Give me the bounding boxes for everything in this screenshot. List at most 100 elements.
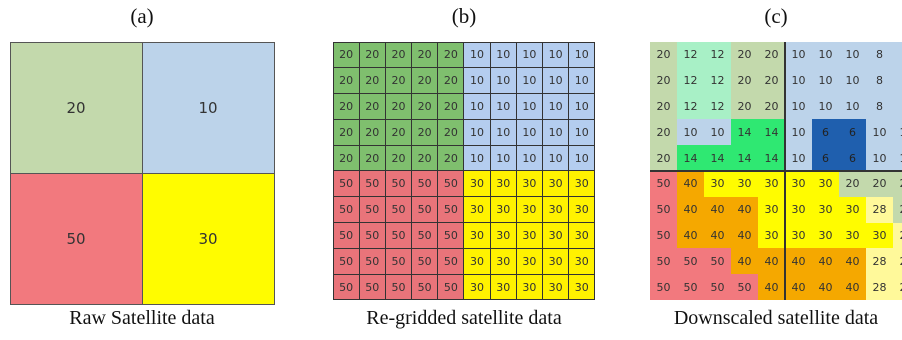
grid-cell: 14 xyxy=(677,145,704,171)
grid-cell: 30 xyxy=(785,196,812,223)
grid-cell: 10 xyxy=(542,118,570,146)
grid-cell: 20 xyxy=(866,170,893,197)
grid-cell: 50 xyxy=(384,170,413,198)
grid-cell: 20 xyxy=(437,41,465,69)
grid-cell: 40 xyxy=(731,222,758,249)
grid-cell: 50 xyxy=(437,222,465,249)
grid-cell: 6 xyxy=(812,145,839,171)
grid-cell: 20 xyxy=(731,93,758,120)
grid-cell: 20 xyxy=(332,118,360,146)
grid-cell: 20 xyxy=(758,93,785,120)
grid-cell: 50 xyxy=(650,274,677,300)
grid-cell: 40 xyxy=(785,248,812,275)
grid-cell: 40 xyxy=(677,196,704,223)
grid-cell: 40 xyxy=(731,248,758,275)
grid-cell: 30 xyxy=(542,170,570,198)
grid-cell: 20 xyxy=(384,67,413,95)
panel-title: (b) xyxy=(451,4,477,28)
panel-caption: Downscaled satellite data xyxy=(673,307,879,329)
grid-cell: 50 xyxy=(358,170,386,198)
grid-cell: 10 xyxy=(785,145,812,171)
grid-cell: 10 xyxy=(515,93,543,120)
grid-cell: 20 xyxy=(411,144,439,172)
grid-cell: 20 xyxy=(384,118,413,146)
grid-cell: 30 xyxy=(785,170,812,197)
grid-cell: 10 xyxy=(489,144,517,172)
grid-cell: 10 xyxy=(542,67,570,95)
grid-cell: 10 xyxy=(677,119,704,146)
grid-cell: 40 xyxy=(677,222,704,249)
grid-cell: 20 xyxy=(358,41,386,69)
panel-caption: Re-gridded satellite data xyxy=(366,307,562,329)
grid-cell: 50 xyxy=(677,274,704,300)
grid-cell: 50 xyxy=(384,247,413,275)
grid-cell: 14 xyxy=(731,145,758,171)
grid-cell: 50 xyxy=(411,196,439,224)
grid-cell: 30 xyxy=(704,170,731,197)
grid-cell: 30 xyxy=(568,222,596,249)
grid-cell: 10 xyxy=(463,41,491,69)
grid-cell: 30 xyxy=(489,222,517,249)
grid-cell: 50 xyxy=(332,196,360,224)
grid-cell: 40 xyxy=(704,222,731,249)
grid-cell: 12 xyxy=(704,67,731,94)
grid-cell: 30 xyxy=(568,273,596,301)
grid-cell: 50 xyxy=(411,222,439,249)
grid-cell: 10 xyxy=(866,119,893,146)
grid-cell: 50 xyxy=(437,196,465,224)
grid-cell: 14 xyxy=(758,145,785,171)
grid-cell: 30 xyxy=(812,196,839,223)
grid-cell: 10 xyxy=(812,93,839,120)
grid-cell: 10 xyxy=(542,144,570,172)
grid-cell: 10 xyxy=(568,41,596,69)
grid-cell: 30 xyxy=(515,273,543,301)
grid-cell: 50 xyxy=(384,196,413,224)
grid-cell: 10 xyxy=(515,41,543,69)
grid-cell: 40 xyxy=(758,274,785,300)
grid-cell: 30 xyxy=(463,247,491,275)
grid-cell: 20 xyxy=(358,118,386,146)
grid-cell: 28 xyxy=(866,196,893,223)
grid-cell: 50 xyxy=(650,248,677,275)
grid-cell: 50 xyxy=(437,247,465,275)
grid-cell: 50 xyxy=(437,273,465,301)
grid-cell: 28 xyxy=(866,248,893,275)
grid-cell: 20 xyxy=(731,67,758,94)
grid-cell: 8 xyxy=(866,42,893,68)
grid-cell: 6 xyxy=(839,145,866,171)
grid-cell: 10 xyxy=(568,67,596,95)
grid-cell: 10 xyxy=(542,41,570,69)
grid-cell: 30 xyxy=(758,196,785,223)
grid-cell: 10 xyxy=(839,93,866,120)
grid-cell: 20 xyxy=(650,145,677,171)
grid-cell: 6 xyxy=(812,119,839,146)
grid-cell: 50 xyxy=(358,196,386,224)
grid-cell: 20 xyxy=(411,93,439,120)
grid-cell: 12 xyxy=(677,67,704,94)
grid-cell: 12 xyxy=(704,42,731,68)
grid-cell: 40 xyxy=(839,248,866,275)
grid-cell: 8 xyxy=(893,93,902,120)
grid-cell: 50 xyxy=(437,170,465,198)
regridded-grid: 20 20 20 20 20 10 10 10 10 10 20 20 20 20 20 10 10 10 10 10… xyxy=(332,41,596,301)
grid-cell: 20 xyxy=(411,67,439,95)
grid-cell: 40 xyxy=(731,196,758,223)
grid-cell: 30 xyxy=(758,222,785,249)
panel-caption: Raw Satellite data xyxy=(69,307,215,329)
grid-container: 20 20 20 20 20 10 10 10 10 10 20 20 20 20 20 10 10 10 10 10… xyxy=(332,41,596,301)
grid-cell: 20 xyxy=(332,144,360,172)
grid-cell: 50 xyxy=(358,222,386,249)
grid-cell: 8 xyxy=(866,67,893,94)
grid-cell: 10 xyxy=(785,93,812,120)
grid-cell: 28 xyxy=(893,248,902,275)
grid-cell: 20 xyxy=(358,67,386,95)
grid-cell: 50 xyxy=(650,170,677,197)
grid-cell: 20 xyxy=(437,93,465,120)
grid-cell: 10 xyxy=(568,118,596,146)
grid-cell: 40 xyxy=(812,274,839,300)
grid-cell: 40 xyxy=(785,274,812,300)
grid-container: 2012122020101010882012122020101010882012… xyxy=(650,42,902,300)
grid-cell: 20 xyxy=(650,42,677,68)
grid-cell: 20 xyxy=(893,196,902,223)
grid-cell: 30 xyxy=(568,247,596,275)
